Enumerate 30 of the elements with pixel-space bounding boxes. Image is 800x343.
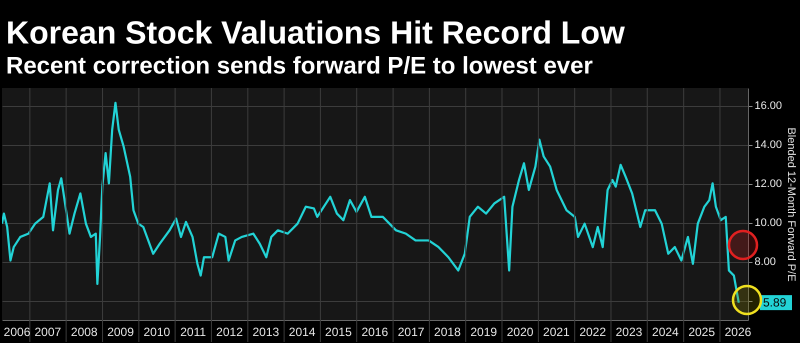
x-tick-label: 2007 [34,325,62,339]
x-tick-label: 2008 [70,325,98,339]
x-tick-label: 2009 [107,325,134,339]
y-tick-label: 16.00 [754,100,782,112]
x-tick-label: 2020 [506,325,534,339]
x-tick-label: 2012 [216,325,244,339]
y-tick-label: 12.00 [754,178,782,190]
chart-subtitle: Recent correction sends forward P/E to lowest ever [6,52,593,80]
x-tick-label: 2021 [543,325,570,339]
x-tick-label: 2025 [688,325,716,339]
x-tick-label: 2011 [180,325,206,339]
x-tick-label: 2023 [616,325,643,339]
y-tick-label: 8.00 [754,256,776,268]
x-tick-label: 2014 [288,325,316,339]
x-tick-label: 2006 [4,325,31,339]
y-tick-label: 14.00 [754,139,782,152]
x-tick-label: 2017 [398,325,425,339]
x-tick-label: 2016 [361,325,388,339]
x-tick-label: 2013 [252,325,280,339]
x-tick-label: 2010 [143,325,170,339]
x-tick-label: 2015 [325,325,352,339]
x-tick-label: 2019 [470,325,498,339]
x-tick-label: 2018 [434,325,462,339]
y-tick-label: 10.00 [754,217,782,230]
chart-title: Korean Stock Valuations Hit Record Low [6,14,625,50]
y-axis-title: Blended 12-Month Forward P/E [785,127,798,282]
x-tick-label: 2022 [579,325,606,339]
x-tick-label: 2024 [652,325,680,339]
annotation: 5.89 [763,296,787,310]
x-tick-label: 2026 [724,325,752,339]
